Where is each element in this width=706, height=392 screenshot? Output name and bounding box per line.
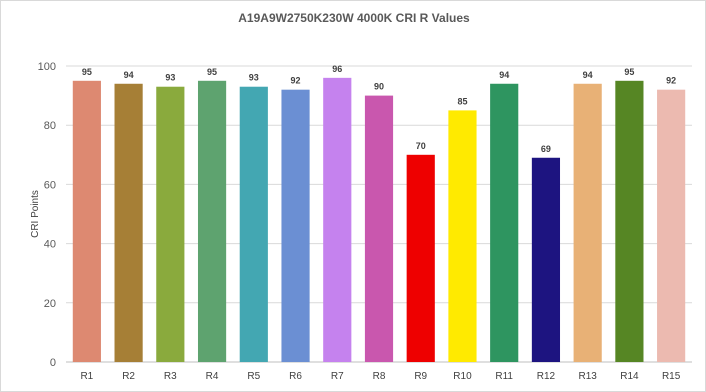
- bar-r3: [156, 86, 185, 362]
- data-label: 92: [291, 76, 301, 86]
- bar-r13: [573, 83, 602, 362]
- data-label: 93: [249, 73, 259, 83]
- y-axis-label: CRI Points: [30, 190, 41, 238]
- bar-r7: [323, 77, 352, 362]
- x-tick-label: R3: [164, 371, 177, 382]
- x-tick-label: R9: [414, 371, 427, 382]
- x-tick-label: R11: [495, 371, 513, 382]
- bar-r11: [490, 83, 519, 362]
- data-label: 94: [124, 70, 134, 80]
- bar-r5: [239, 86, 268, 362]
- data-label: 94: [583, 70, 593, 80]
- x-tick-label: R10: [453, 371, 472, 382]
- bar-r9: [406, 154, 435, 362]
- bar-r2: [114, 83, 143, 362]
- data-label: 94: [499, 70, 509, 80]
- data-label: 96: [332, 64, 342, 74]
- bar-r10: [448, 110, 477, 363]
- x-tick-label: R8: [373, 371, 386, 382]
- bar-r6: [281, 89, 310, 363]
- y-tick-label: 100: [38, 61, 56, 73]
- y-tick-label: 20: [44, 298, 56, 310]
- x-tick-label: R5: [247, 371, 260, 382]
- data-label: 69: [541, 144, 551, 154]
- bar-r8: [364, 95, 394, 362]
- data-label: 95: [624, 67, 634, 77]
- chart-title: A19A9W2750K230W 4000K CRI R Values: [238, 11, 470, 25]
- x-tick-label: R12: [537, 371, 556, 382]
- y-tick-label: 40: [44, 239, 56, 251]
- y-tick-label: 0: [50, 357, 56, 369]
- data-label: 70: [416, 141, 426, 151]
- data-label: 93: [165, 73, 175, 83]
- x-tick-label: R1: [80, 371, 93, 382]
- data-label: 95: [207, 67, 217, 77]
- bar-r14: [615, 80, 644, 363]
- data-label: 95: [82, 67, 92, 77]
- data-label: 90: [374, 82, 384, 92]
- x-tick-label: R14: [620, 371, 639, 382]
- x-tick-label: R7: [331, 371, 344, 382]
- bar-r12: [531, 157, 561, 362]
- x-tick-label: R2: [122, 371, 135, 382]
- bar-r4: [197, 80, 227, 363]
- x-tick-label: R4: [206, 371, 219, 382]
- y-tick-label: 80: [44, 120, 56, 132]
- data-label: 85: [457, 96, 467, 106]
- y-tick-label: 60: [44, 179, 56, 191]
- bar-r15: [657, 89, 686, 363]
- data-label: 92: [666, 76, 676, 86]
- x-tick-label: R15: [662, 371, 681, 382]
- x-tick-label: R6: [289, 371, 302, 382]
- x-tick-label: R13: [578, 371, 597, 382]
- bar-r1: [72, 80, 101, 363]
